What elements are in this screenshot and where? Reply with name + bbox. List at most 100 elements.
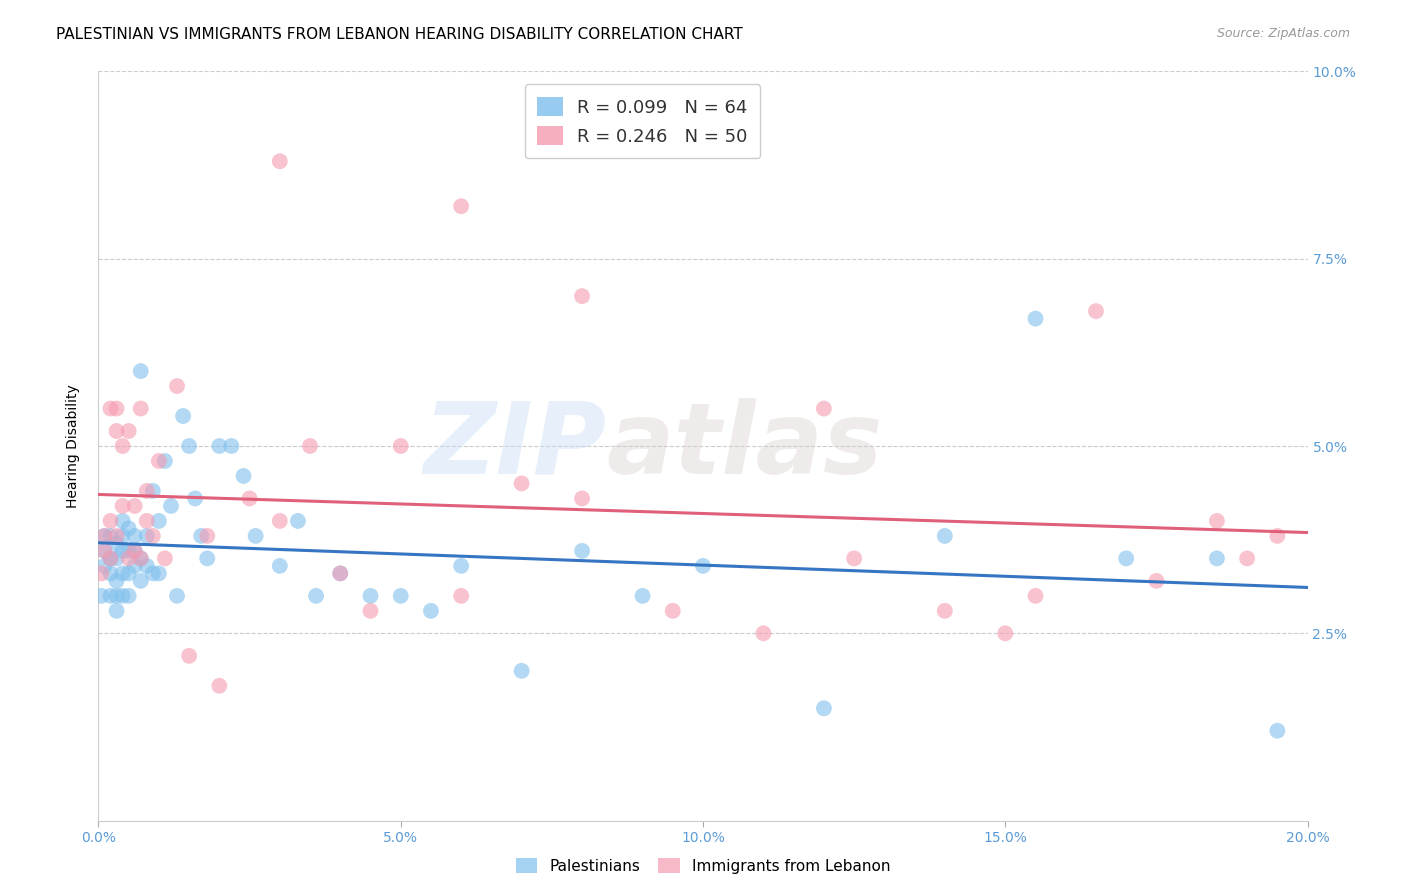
Point xyxy=(1024,311,1046,326)
Point xyxy=(118,544,141,558)
Point xyxy=(153,551,176,566)
Point xyxy=(100,529,122,543)
Point xyxy=(232,469,254,483)
Point xyxy=(105,529,128,543)
Point xyxy=(111,544,134,558)
Point xyxy=(118,589,141,603)
Point xyxy=(1206,551,1229,566)
Point xyxy=(105,401,128,416)
Point xyxy=(90,566,112,581)
Point xyxy=(142,483,165,498)
Point xyxy=(571,491,593,506)
Point xyxy=(111,529,134,543)
Point xyxy=(111,439,134,453)
Point xyxy=(93,544,115,558)
Text: Source: ZipAtlas.com: Source: ZipAtlas.com xyxy=(1216,27,1350,40)
Point xyxy=(100,589,122,603)
Point xyxy=(450,558,472,573)
Point xyxy=(329,566,352,581)
Point xyxy=(166,379,188,393)
Point xyxy=(389,439,412,453)
Point xyxy=(135,483,157,498)
Point xyxy=(420,604,443,618)
Point xyxy=(100,566,122,581)
Point xyxy=(124,499,146,513)
Point xyxy=(190,529,212,543)
Point xyxy=(208,679,231,693)
Point xyxy=(135,514,157,528)
Point xyxy=(100,514,122,528)
Point xyxy=(105,424,128,438)
Point xyxy=(105,574,128,588)
Point xyxy=(195,551,218,566)
Point xyxy=(124,544,146,558)
Point xyxy=(329,566,352,581)
Point xyxy=(299,439,322,453)
Legend: R = 0.099   N = 64, R = 0.246   N = 50: R = 0.099 N = 64, R = 0.246 N = 50 xyxy=(524,84,761,158)
Point xyxy=(105,604,128,618)
Point xyxy=(160,499,183,513)
Point xyxy=(148,514,170,528)
Y-axis label: Hearing Disability: Hearing Disability xyxy=(66,384,80,508)
Point xyxy=(124,544,146,558)
Point xyxy=(631,589,654,603)
Point xyxy=(129,364,152,378)
Point xyxy=(153,454,176,468)
Point xyxy=(287,514,309,528)
Point xyxy=(245,529,267,543)
Text: ZIP: ZIP xyxy=(423,398,606,494)
Point xyxy=(118,551,141,566)
Point xyxy=(994,626,1017,640)
Point xyxy=(148,454,170,468)
Point xyxy=(172,409,194,423)
Point xyxy=(124,558,146,573)
Point xyxy=(129,551,152,566)
Point xyxy=(269,154,291,169)
Point xyxy=(105,589,128,603)
Point xyxy=(135,558,157,573)
Text: PALESTINIAN VS IMMIGRANTS FROM LEBANON HEARING DISABILITY CORRELATION CHART: PALESTINIAN VS IMMIGRANTS FROM LEBANON H… xyxy=(56,27,742,42)
Point xyxy=(571,544,593,558)
Point xyxy=(510,476,533,491)
Point xyxy=(93,529,115,543)
Point xyxy=(105,551,128,566)
Point xyxy=(105,536,128,550)
Point xyxy=(269,514,291,528)
Point xyxy=(129,551,152,566)
Point xyxy=(100,551,122,566)
Point xyxy=(129,401,152,416)
Point xyxy=(179,648,201,663)
Point xyxy=(1024,589,1046,603)
Legend: Palestinians, Immigrants from Lebanon: Palestinians, Immigrants from Lebanon xyxy=(509,852,897,880)
Point xyxy=(571,289,593,303)
Point xyxy=(360,604,382,618)
Point xyxy=(135,529,157,543)
Point xyxy=(118,424,141,438)
Point xyxy=(1115,551,1137,566)
Point xyxy=(813,701,835,715)
Point xyxy=(934,604,956,618)
Point xyxy=(661,604,683,618)
Point xyxy=(142,529,165,543)
Point xyxy=(179,439,201,453)
Point xyxy=(124,529,146,543)
Point xyxy=(93,558,115,573)
Point xyxy=(111,499,134,513)
Point xyxy=(360,589,382,603)
Point xyxy=(100,551,122,566)
Point xyxy=(208,439,231,453)
Point xyxy=(305,589,328,603)
Point xyxy=(450,199,472,213)
Point xyxy=(93,544,115,558)
Point xyxy=(111,589,134,603)
Point xyxy=(111,566,134,581)
Point xyxy=(1267,723,1289,738)
Point xyxy=(813,401,835,416)
Point xyxy=(90,589,112,603)
Point xyxy=(100,401,122,416)
Point xyxy=(148,566,170,581)
Point xyxy=(118,521,141,535)
Point xyxy=(450,589,472,603)
Point xyxy=(111,514,134,528)
Point xyxy=(195,529,218,543)
